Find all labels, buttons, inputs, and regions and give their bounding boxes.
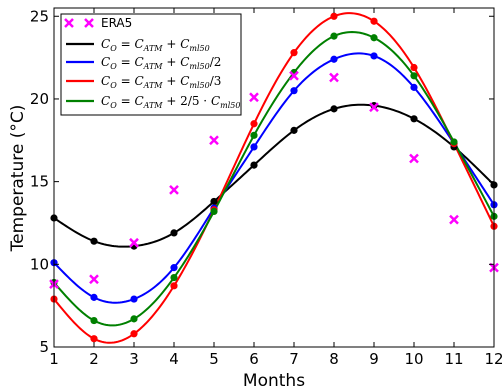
y-axis-label: Temperature (°C) bbox=[8, 105, 28, 253]
series-3-point bbox=[330, 12, 338, 20]
series-line-2 bbox=[54, 52, 494, 304]
x-tick-label: 1 bbox=[49, 350, 59, 368]
x-tick-label: 3 bbox=[129, 350, 139, 368]
era5-point bbox=[209, 135, 219, 146]
series-2-point bbox=[170, 264, 178, 272]
series-1-point bbox=[90, 237, 98, 245]
x-tick-label: 12 bbox=[484, 350, 502, 368]
legend-label-3: CO = CATM + Cml50/3 bbox=[101, 74, 221, 90]
fitted-curves bbox=[54, 12, 494, 344]
era5-point bbox=[329, 72, 339, 83]
era5-point bbox=[409, 153, 419, 164]
y-tick-label: 20 bbox=[30, 90, 49, 108]
series-3-point bbox=[370, 17, 378, 25]
x-tick-label: 10 bbox=[404, 350, 423, 368]
series-1-point bbox=[410, 115, 418, 123]
series-2-point bbox=[250, 143, 258, 151]
series-3-point bbox=[170, 282, 178, 290]
legend: ERA5 CO = CATM + Cml50 CO = CATM + Cml50… bbox=[60, 13, 242, 116]
legend-box bbox=[60, 13, 242, 116]
y-tick-label: 15 bbox=[30, 173, 49, 191]
series-4-point bbox=[90, 316, 98, 325]
series-2-point bbox=[330, 55, 338, 63]
x-tick-label: 6 bbox=[249, 350, 259, 368]
series-4-point bbox=[450, 138, 458, 146]
era5-point bbox=[289, 70, 299, 81]
series-3-point bbox=[250, 120, 258, 128]
data-points bbox=[49, 12, 499, 343]
series-line-4 bbox=[54, 31, 494, 327]
series-3-point bbox=[130, 330, 138, 338]
era5-point bbox=[449, 214, 459, 225]
series-2-point bbox=[410, 83, 418, 91]
series-1-point bbox=[170, 229, 178, 237]
x-tick-label: 5 bbox=[209, 350, 219, 368]
y-tick-label: 5 bbox=[39, 338, 49, 356]
era5-point bbox=[89, 274, 99, 285]
y-tick-label: 25 bbox=[30, 7, 49, 25]
y-tick-label: 10 bbox=[30, 255, 49, 273]
legend-marker-era5 bbox=[64, 18, 94, 28]
legend-label-4: CO = CATM + 2/5 · Cml50 bbox=[101, 94, 240, 110]
x-tick-label: 2 bbox=[89, 350, 99, 368]
plot-frame bbox=[53, 7, 495, 348]
series-4-point bbox=[250, 131, 258, 139]
series-3-point bbox=[90, 335, 98, 343]
x-tick-label: 9 bbox=[369, 350, 379, 368]
series-2-point bbox=[130, 295, 138, 303]
series-4-point bbox=[370, 34, 378, 42]
series-2-point bbox=[370, 52, 378, 60]
x-axis-label: Months bbox=[243, 371, 305, 391]
era5-point bbox=[129, 237, 139, 248]
x-tick-label: 11 bbox=[444, 350, 463, 368]
series-3-point bbox=[290, 49, 298, 57]
series-2-point bbox=[290, 87, 298, 95]
era5-point bbox=[169, 185, 179, 195]
era5-point bbox=[249, 92, 259, 103]
series-1-point bbox=[210, 197, 218, 206]
series-1-point bbox=[250, 161, 258, 169]
x-tick-label: 8 bbox=[329, 350, 339, 368]
series-4-point bbox=[330, 32, 338, 40]
series-2-point bbox=[90, 293, 98, 301]
series-4-point bbox=[410, 72, 418, 80]
era5-point bbox=[369, 102, 379, 113]
series-4-point bbox=[210, 207, 218, 215]
x-tick-label: 4 bbox=[169, 350, 179, 368]
series-4-point bbox=[130, 315, 138, 323]
series-1-point bbox=[330, 105, 338, 113]
series-line-3 bbox=[54, 12, 494, 344]
x-tick-label: 7 bbox=[289, 350, 299, 368]
series-4-point bbox=[170, 273, 178, 282]
legend-label-era5: ERA5 bbox=[101, 16, 132, 30]
series-line-1 bbox=[54, 103, 494, 248]
series-3-point bbox=[410, 63, 418, 72]
series-1-point bbox=[290, 126, 298, 134]
legend-label-1: CO = CATM + Cml50 bbox=[101, 37, 210, 53]
